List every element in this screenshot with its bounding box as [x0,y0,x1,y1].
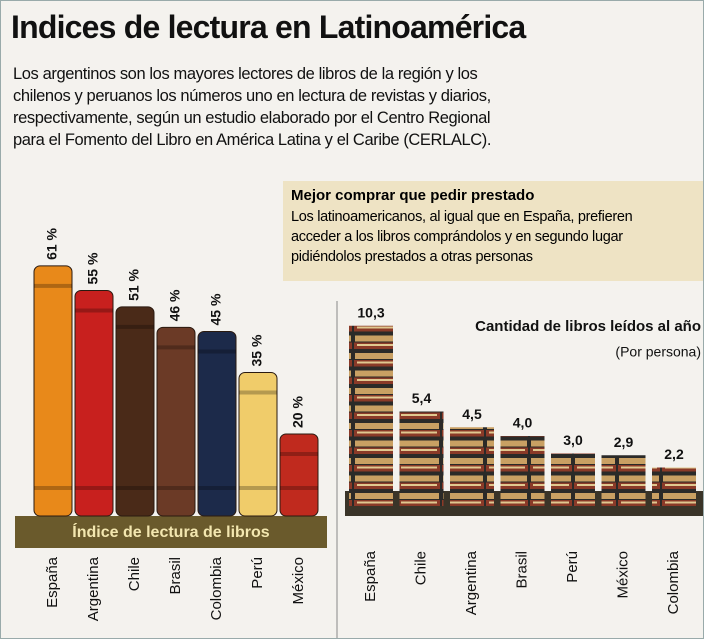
x-tick-label: Brasil [167,557,184,595]
value-label: 4,0 [513,415,533,431]
book-stack [652,468,696,507]
book-stack [450,427,494,506]
book-band [198,350,236,354]
book-band [280,452,318,456]
x-tick-label: México [614,551,631,599]
book-stack [501,436,545,506]
chart-title: Índice de lectura de libros [72,522,269,541]
x-tick-label: Perú [249,557,266,589]
book-band [75,309,113,313]
book-band [116,325,154,329]
x-tick-label: Colombia [665,550,682,614]
bar [34,266,72,516]
x-tick-label: Chile [412,551,429,585]
book-band [116,486,154,490]
value-label: 46 % [167,289,183,321]
charts: Índice de lectura de libros 61 % España 55 … [1,1,703,638]
book-band [75,486,113,490]
x-tick-label: Argentina [463,550,480,615]
value-label: 5,4 [412,390,432,406]
book-stack [551,454,595,507]
value-label: 55 % [85,252,101,284]
x-tick-label: México [290,557,307,605]
value-label: 61 % [44,227,60,259]
book-band [157,345,195,349]
page: Indices de lectura en Latinoamérica Los … [0,0,704,639]
value-label: 3,0 [563,432,583,448]
value-label: 2,2 [664,446,684,462]
book-band [198,486,236,490]
book-stack [602,455,646,506]
book-band [239,486,277,490]
bar [75,291,113,517]
value-label: 10,3 [357,304,384,320]
x-tick-label: Perú [564,551,581,583]
value-label: 35 % [249,334,265,366]
x-tick-label: España [44,556,61,608]
value-label: 51 % [126,268,142,300]
chart-subtitle: (Por persona) [615,344,701,360]
bar [116,307,154,516]
value-label: 45 % [208,293,224,325]
chart-title: Cantidad de libros leídos al año [475,318,701,335]
book-stack [400,412,444,507]
x-tick-label: Chile [126,557,143,591]
x-tick-label: Colombia [208,556,225,620]
x-tick-label: Brasil [513,551,530,589]
book-stack [349,326,393,506]
bar [280,434,318,516]
book-band [157,486,195,490]
value-label: 20 % [290,396,306,428]
book-band [34,284,72,288]
value-label: 2,9 [614,434,634,450]
book-band [280,486,318,490]
x-tick-label: España [362,550,379,602]
value-label: 4,5 [462,406,482,422]
book-band [239,391,277,395]
book-band [34,486,72,490]
x-tick-label: Argentina [85,556,102,621]
